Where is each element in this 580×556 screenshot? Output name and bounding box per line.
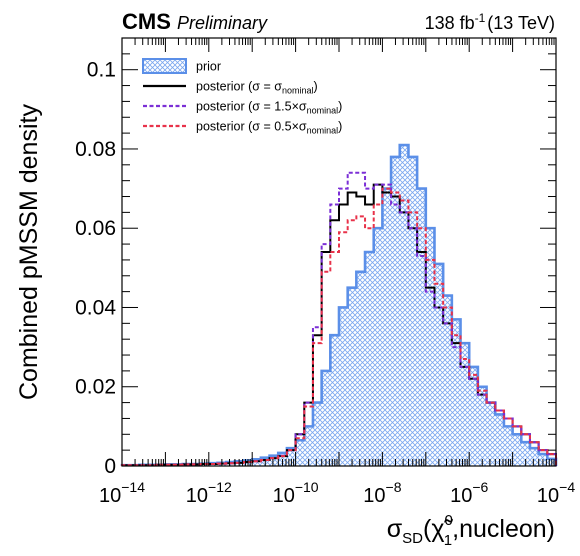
legend-tail: ) xyxy=(313,80,317,94)
x-tick-exp: −14 xyxy=(121,479,145,495)
legend-sub: nominal xyxy=(282,86,314,96)
legend-sub: nominal xyxy=(307,126,339,136)
x-label-open: ( xyxy=(423,515,432,543)
x-tick-base: 10 xyxy=(99,485,121,507)
legend-label-x15: posterior (σ = 1.5×σnominal) xyxy=(196,100,342,116)
x-label-sub: SD xyxy=(402,530,423,547)
legend-text: posterior (σ = 1.5×σ xyxy=(196,100,307,114)
x-tick-label: 10−10 xyxy=(273,479,319,507)
y-tick-label: 0 xyxy=(104,455,116,478)
x-tick-base: 10 xyxy=(450,485,472,507)
x-tick-label: 10−4 xyxy=(537,479,575,507)
lumi-exp: -1 xyxy=(475,11,486,25)
tick-layer: 10−14 10−12 10−10 10−8 10−6 10−400.020.040.06… xyxy=(75,37,575,507)
x-tick-label: 10−6 xyxy=(450,479,488,507)
status-label: Preliminary xyxy=(177,13,268,33)
legend-text: posterior (σ = 0.5×σ xyxy=(196,120,307,134)
x-tick-base: 10 xyxy=(537,485,559,507)
x-tick-exp: −8 xyxy=(386,479,402,495)
x-tick-base: 10 xyxy=(186,485,208,507)
y-axis-label: Combined pMSSM density xyxy=(15,104,43,400)
y-tick-label: 0.04 xyxy=(75,296,116,319)
experiment-label: CMS xyxy=(122,9,171,34)
x-tick-label: 10−12 xyxy=(186,479,232,507)
y-tick-label: 0.06 xyxy=(75,217,116,240)
legend-label-prior: prior xyxy=(196,60,221,74)
x-axis-label: σSD(χ̃0 1,nucleon) xyxy=(387,512,555,549)
legend-label-nominal: posterior (σ = σnominal) xyxy=(196,80,318,96)
luminosity-label: 138 fb-1 (13 TeV) xyxy=(425,11,555,33)
x-label-sigma: σ xyxy=(387,515,403,543)
x-tick-exp: −4 xyxy=(559,479,575,495)
y-tick-label: 0.02 xyxy=(75,376,116,399)
x-tick-base: 10 xyxy=(273,485,295,507)
y-tick-label: 0.1 xyxy=(87,59,116,82)
legend-tail: ) xyxy=(338,120,342,134)
lumi-value: 138 fb xyxy=(425,13,475,33)
posterior-0p5-line xyxy=(121,187,557,467)
x-label-sup: 0 xyxy=(444,512,452,529)
histogram-layer xyxy=(120,143,558,467)
x-label-psub: 1 xyxy=(444,532,452,549)
x-tick-exp: −10 xyxy=(295,479,319,495)
x-label-tail: ,nucleon) xyxy=(452,515,555,543)
legend-text: posterior (σ = σ xyxy=(196,80,282,94)
legend-symbol-prior xyxy=(142,58,187,74)
legend-sub: nominal xyxy=(307,106,339,116)
legend-label-x05: posterior (σ = 0.5×σnominal) xyxy=(196,120,342,136)
energy-value: (13 TeV) xyxy=(487,13,555,33)
legend-text: prior xyxy=(196,60,221,74)
y-tick-label: 0.08 xyxy=(75,138,116,161)
x-tick-exp: −6 xyxy=(472,479,488,495)
x-tick-label: 10−14 xyxy=(99,479,145,507)
x-tick-exp: −12 xyxy=(208,479,232,495)
legend-tail: ) xyxy=(338,100,342,114)
x-tick-label: 10−8 xyxy=(363,479,401,507)
x-tick-base: 10 xyxy=(363,485,385,507)
